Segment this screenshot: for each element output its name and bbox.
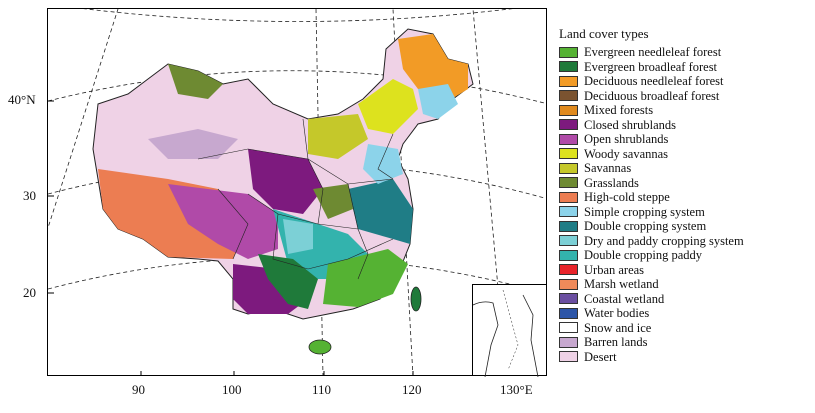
legend-item: Double cropping paddy — [559, 248, 809, 263]
legend-item-label: Grasslands — [584, 175, 639, 190]
legend-item: Urban areas — [559, 263, 809, 278]
legend-item: Deciduous broadleaf forest — [559, 89, 809, 104]
legend-swatch — [559, 264, 578, 276]
map-frame — [47, 8, 547, 376]
legend-item: Woody savannas — [559, 147, 809, 162]
legend-swatch — [559, 293, 578, 305]
legend-item-label: Desert — [584, 349, 617, 364]
legend-items: Evergreen needleleaf forest Evergreen bro… — [559, 45, 809, 364]
legend-swatch — [559, 46, 578, 58]
legend-swatch — [559, 104, 578, 116]
x-axis-label-90: 90 — [132, 382, 145, 397]
legend-swatch — [559, 206, 578, 218]
legend-swatch — [559, 351, 578, 363]
y-axis-label-30: 30 — [23, 188, 36, 203]
legend-swatch — [559, 119, 578, 131]
legend: Land cover types Evergreen needleleaf fo… — [559, 26, 809, 364]
legend-item-label: Water bodies — [584, 306, 650, 321]
legend-item-label: Double cropping paddy — [584, 248, 703, 263]
legend-item: Double cropping system — [559, 219, 809, 234]
legend-item: Simple cropping system — [559, 205, 809, 220]
x-axis-label-130: 130°E — [500, 382, 533, 397]
legend-item-label: Woody savannas — [584, 146, 669, 161]
legend-item-label: Marsh wetland — [584, 277, 659, 292]
legend-item-label: Simple cropping system — [584, 204, 705, 219]
legend-swatch — [559, 133, 578, 145]
legend-swatch — [559, 249, 578, 261]
legend-swatch — [559, 148, 578, 160]
legend-item: Dry and paddy cropping system — [559, 234, 809, 249]
legend-swatch — [559, 162, 578, 174]
legend-item-label: Barren lands — [584, 335, 648, 350]
legend-item: High-cold steppe — [559, 190, 809, 205]
legend-item-label: Double cropping system — [584, 219, 707, 234]
legend-swatch — [559, 177, 578, 189]
y-axis-label-20: 20 — [23, 285, 36, 300]
legend-swatch — [559, 191, 578, 203]
legend-item: Grasslands — [559, 176, 809, 191]
legend-item-label: Coastal wetland — [584, 291, 665, 306]
legend-item-label: Open shrublands — [584, 132, 669, 147]
legend-title: Land cover types — [559, 26, 649, 41]
hainan-island — [308, 339, 332, 355]
legend-item-label: Mixed forests — [584, 103, 654, 118]
legend-item-label: Evergreen broadleaf forest — [584, 59, 718, 74]
legend-item: Deciduous needleleaf forest — [559, 74, 809, 89]
legend-item-label: Deciduous broadleaf forest — [584, 88, 720, 103]
south-china-sea-inset — [472, 284, 547, 378]
inset-map — [472, 289, 539, 378]
legend-item: Water bodies — [559, 306, 809, 321]
legend-swatch — [559, 307, 578, 319]
x-axis-label-110: 110 — [312, 382, 332, 397]
legend-swatch — [559, 336, 578, 348]
legend-item-label: Evergreen needleleaf forest — [584, 45, 722, 60]
legend-swatch — [559, 90, 578, 102]
legend-item: Desert — [559, 350, 809, 365]
legend-item: Snow and ice — [559, 321, 809, 336]
legend-item: Coastal wetland — [559, 292, 809, 307]
legend-item: Evergreen needleleaf forest — [559, 45, 809, 60]
legend-swatch — [559, 75, 578, 87]
x-axis-label-120: 120 — [402, 382, 422, 397]
legend-swatch — [559, 61, 578, 73]
legend-item: Evergreen broadleaf forest — [559, 60, 809, 75]
legend-item: Open shrublands — [559, 132, 809, 147]
province-boundaries — [197, 118, 394, 280]
legend-item-label: Closed shrublands — [584, 117, 677, 132]
legend-item-label: Dry and paddy cropping system — [584, 233, 744, 248]
legend-swatch — [559, 322, 578, 334]
land-cover-map — [48, 9, 546, 375]
legend-item: Barren lands — [559, 335, 809, 350]
legend-item-label: Deciduous needleleaf forest — [584, 74, 724, 89]
legend-item-label: High-cold steppe — [584, 190, 670, 205]
legend-item: Savannas — [559, 161, 809, 176]
legend-swatch — [559, 220, 578, 232]
legend-item: Mixed forests — [559, 103, 809, 118]
legend-swatch — [559, 235, 578, 247]
x-axis-label-100: 100 — [222, 382, 242, 397]
legend-item-label: Savannas — [584, 161, 632, 176]
legend-item: Marsh wetland — [559, 277, 809, 292]
y-axis-label-40: 40°N — [8, 92, 36, 107]
legend-item-label: Snow and ice — [584, 320, 652, 335]
legend-swatch — [559, 278, 578, 290]
legend-item-label: Urban areas — [584, 262, 645, 277]
legend-item: Closed shrublands — [559, 118, 809, 133]
taiwan-island — [410, 286, 422, 312]
